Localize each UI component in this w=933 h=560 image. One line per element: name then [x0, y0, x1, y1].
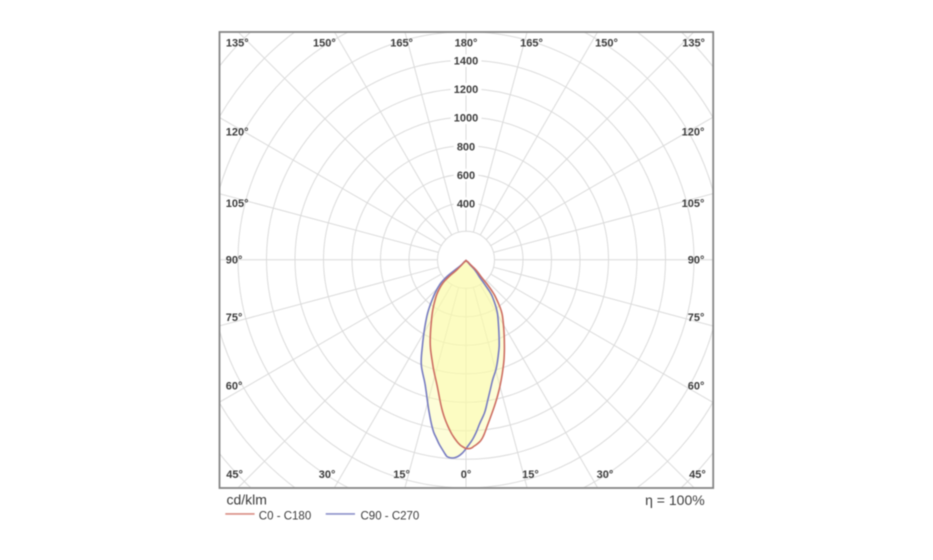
svg-text:45°: 45°	[689, 469, 706, 481]
svg-text:75°: 75°	[688, 312, 705, 324]
svg-text:15°: 15°	[393, 469, 410, 481]
svg-text:105°: 105°	[226, 198, 249, 210]
svg-text:45°: 45°	[226, 469, 243, 481]
svg-text:150°: 150°	[313, 38, 336, 50]
svg-text:400: 400	[457, 199, 475, 211]
svg-text:150°: 150°	[595, 38, 618, 50]
svg-text:165°: 165°	[390, 38, 413, 50]
svg-text:cd/klm: cd/klm	[227, 492, 267, 508]
svg-text:105°: 105°	[682, 198, 705, 210]
svg-text:90°: 90°	[688, 255, 705, 267]
svg-text:0°: 0°	[461, 469, 472, 481]
svg-text:120°: 120°	[682, 126, 705, 138]
svg-text:135°: 135°	[682, 38, 705, 50]
svg-text:90°: 90°	[226, 255, 243, 267]
svg-text:1200: 1200	[454, 84, 478, 96]
svg-text:600: 600	[457, 170, 475, 182]
svg-text:30°: 30°	[319, 469, 336, 481]
svg-text:75°: 75°	[226, 312, 243, 324]
svg-text:1400: 1400	[454, 56, 478, 68]
svg-text:1000: 1000	[454, 113, 478, 125]
svg-text:30°: 30°	[597, 469, 614, 481]
svg-text:135°: 135°	[226, 38, 249, 50]
svg-text:180°: 180°	[455, 38, 478, 50]
svg-text:120°: 120°	[226, 126, 249, 138]
svg-text:800: 800	[457, 141, 475, 153]
svg-text:60°: 60°	[688, 381, 705, 393]
svg-text:η = 100%: η = 100%	[645, 492, 705, 508]
svg-text:C0 - C180: C0 - C180	[259, 511, 311, 523]
svg-text:165°: 165°	[520, 38, 543, 50]
svg-text:C90 - C270: C90 - C270	[361, 511, 420, 523]
svg-text:15°: 15°	[522, 469, 539, 481]
svg-text:60°: 60°	[226, 381, 243, 393]
